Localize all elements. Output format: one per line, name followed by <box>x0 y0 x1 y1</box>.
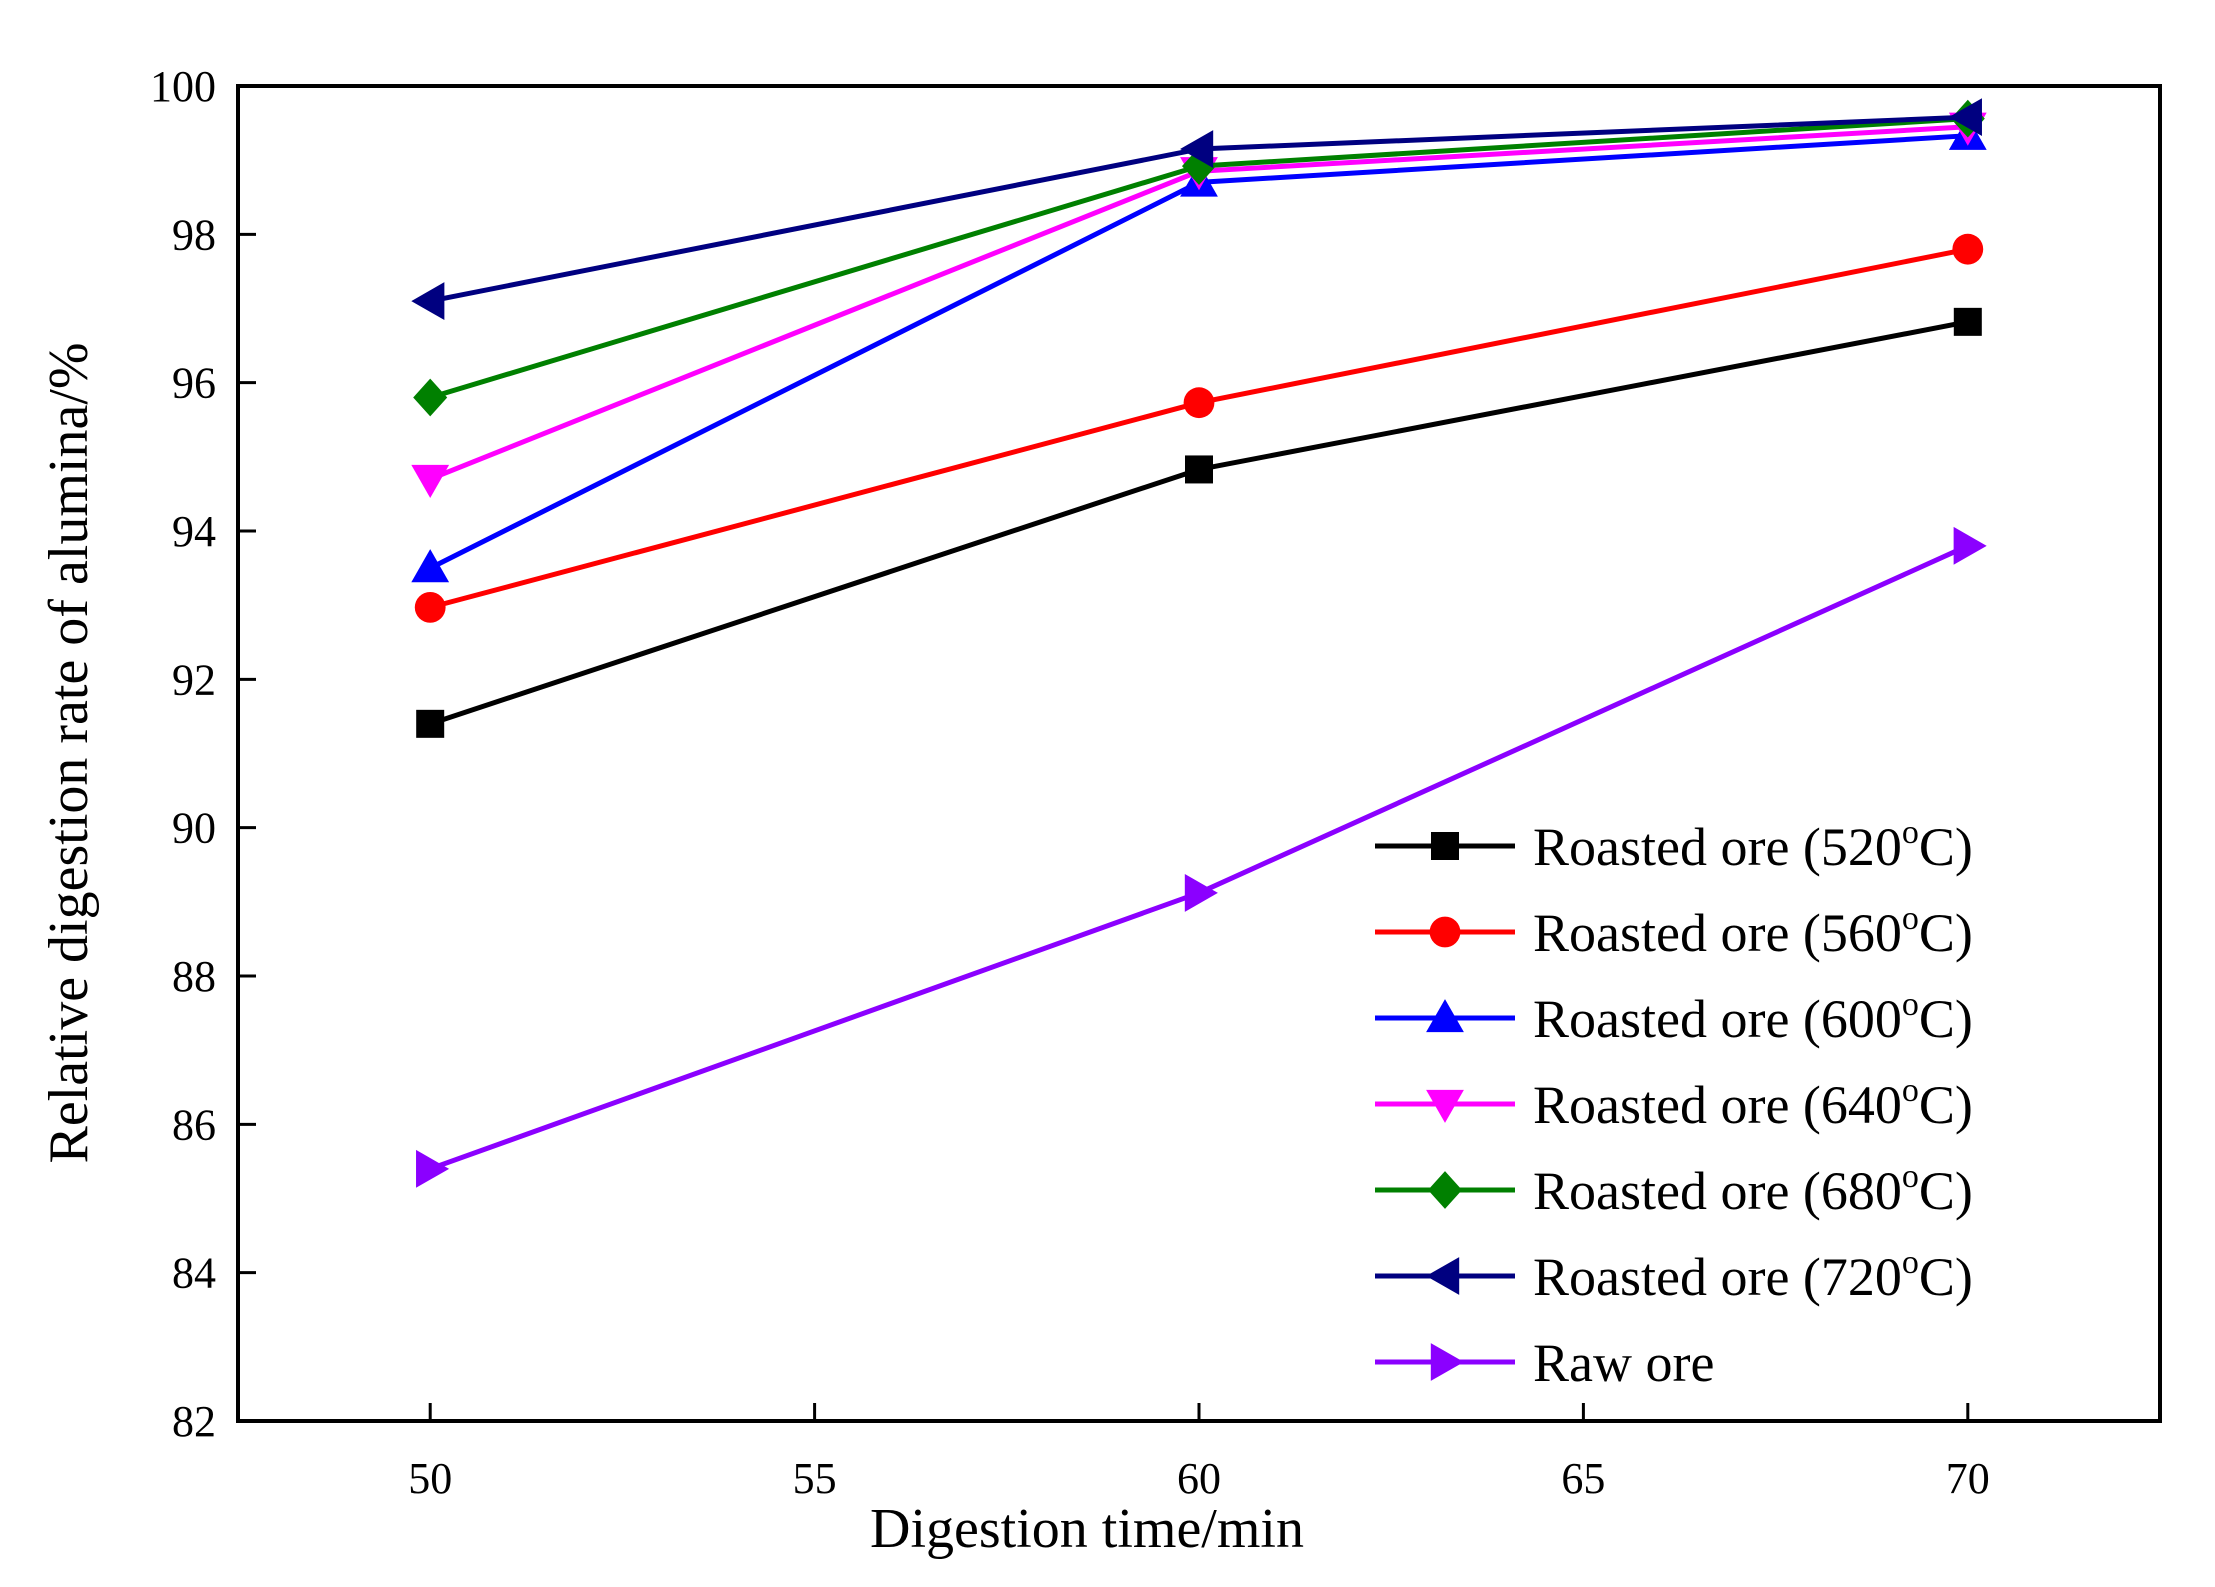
legend-label-main: Raw ore <box>1533 1333 1714 1393</box>
y-tick-label: 84 <box>172 1249 216 1298</box>
y-tick-label: 100 <box>150 62 216 111</box>
y-tick-label: 94 <box>172 507 216 556</box>
data-point <box>411 282 445 320</box>
legend-label: Raw ore <box>1533 1333 1714 1393</box>
legend-label-degree: o <box>1902 1072 1919 1109</box>
legend-item: Roasted ore (560oC) <box>1375 900 1973 963</box>
legend-label-main: Roasted ore (720 <box>1533 1247 1902 1307</box>
legend-marker <box>1427 1171 1463 1209</box>
data-point <box>411 549 450 583</box>
data-point <box>416 1149 450 1188</box>
legend-item: Roasted ore (640oC) <box>1375 1072 1973 1135</box>
legend-label-degree: o <box>1902 1158 1919 1195</box>
y-tick-label: 96 <box>172 359 216 408</box>
x-tick-label: 70 <box>1946 1454 1990 1503</box>
y-axis-title: Relative digestion rate of alumina/% <box>38 342 100 1163</box>
y-tick-label: 98 <box>172 210 216 259</box>
legend-label-unit: C) <box>1919 1247 1973 1307</box>
data-point <box>1181 147 1217 185</box>
x-tick-label: 65 <box>1561 1454 1605 1503</box>
legend-marker <box>1430 1343 1464 1381</box>
data-point <box>414 591 446 623</box>
legend-label-degree: o <box>1902 1244 1919 1281</box>
legend: Roasted ore (520oC)Roasted ore (560oC)Ro… <box>1375 814 1973 1393</box>
legend-item: Raw ore <box>1375 1333 1714 1393</box>
x-axis-title: Digestion time/min <box>870 1498 1304 1560</box>
legend-marker <box>1429 916 1461 948</box>
x-tick-label: 60 <box>1177 1454 1221 1503</box>
legend-label-unit: C) <box>1919 1161 1973 1221</box>
legend-label-main: Roasted ore (680 <box>1533 1161 1902 1221</box>
legend-label-main: Roasted ore (560 <box>1533 903 1902 963</box>
legend-marker <box>1431 832 1459 860</box>
x-tick-label: 50 <box>408 1454 452 1503</box>
data-point <box>1953 307 1982 336</box>
legend-item: Roasted ore (600oC) <box>1375 986 1973 1049</box>
series-layer <box>411 98 1987 1188</box>
legend-marker <box>1426 999 1464 1033</box>
legend-label: Roasted ore (560oC) <box>1533 900 1973 963</box>
legend-marker <box>1426 1257 1460 1295</box>
legend-label: Roasted ore (640oC) <box>1533 1072 1973 1135</box>
legend-label-degree: o <box>1902 900 1919 937</box>
data-point <box>1180 130 1214 168</box>
legend-marker <box>1426 1089 1464 1123</box>
legend-label-unit: C) <box>1919 903 1973 963</box>
data-point <box>411 464 450 498</box>
legend-item: Roasted ore (680oC) <box>1375 1158 1973 1221</box>
data-point <box>1948 98 1982 137</box>
data-point <box>413 378 448 417</box>
legend-label: Roasted ore (680oC) <box>1533 1158 1973 1221</box>
y-tick-label: 88 <box>172 952 216 1001</box>
series-line-1 <box>429 246 1969 610</box>
data-point <box>1953 526 1987 565</box>
legend-label-main: Roasted ore (600 <box>1533 989 1902 1049</box>
data-point <box>1952 233 1984 265</box>
legend-label-main: Roasted ore (520 <box>1533 817 1902 877</box>
legend-label-unit: C) <box>1919 989 1973 1049</box>
axes-layer: 50 55 60 65 70 82 84 86 88 90 92 94 96 98 100 <box>150 62 1990 1503</box>
legend-label-main: Roasted ore (640 <box>1533 1075 1902 1135</box>
legend-item: Roasted ore (520oC) <box>1375 814 1973 877</box>
legend-item: Roasted ore (720oC) <box>1375 1244 1973 1307</box>
series-line-0 <box>429 319 1969 727</box>
data-point <box>1185 455 1213 484</box>
x-tick-label: 55 <box>793 1454 837 1503</box>
legend-label-degree: o <box>1902 814 1919 851</box>
legend-label: Roasted ore (520oC) <box>1533 814 1973 877</box>
data-point <box>1184 874 1218 912</box>
y-tick-label: 82 <box>172 1397 216 1446</box>
series-line-2 <box>429 133 1968 571</box>
y-tick-label: 86 <box>172 1100 216 1149</box>
legend-label-unit: C) <box>1919 1075 1973 1135</box>
legend-label: Roasted ore (600oC) <box>1533 986 1973 1049</box>
legend-label-degree: o <box>1902 986 1919 1023</box>
legend-label: Roasted ore (720oC) <box>1533 1244 1973 1307</box>
y-tick-label: 92 <box>172 655 216 704</box>
data-point <box>416 709 445 738</box>
data-point <box>1183 387 1215 419</box>
legend-label-unit: C) <box>1919 817 1973 877</box>
y-tick-label: 90 <box>172 804 216 853</box>
